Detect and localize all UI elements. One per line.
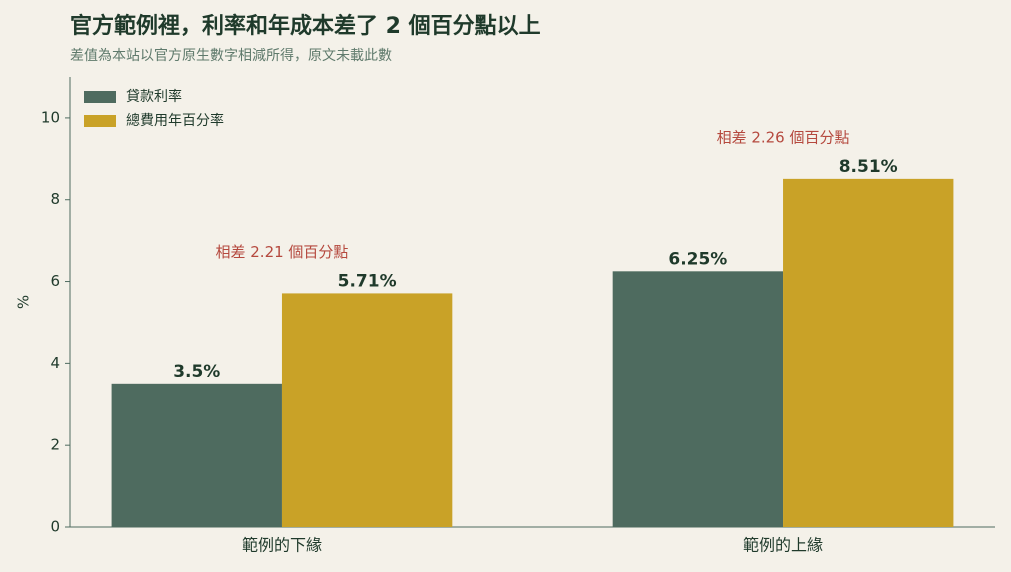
value-label: 3.5% [173, 362, 220, 382]
chart-subtitle: 差值為本站以官方原生數字相減所得，原文未載此數 [70, 47, 392, 64]
legend-swatch [84, 115, 116, 127]
x-tick-label: 範例的下緣 [242, 536, 322, 555]
value-label: 5.71% [338, 271, 397, 291]
y-tick-label: 8 [50, 190, 60, 208]
legend-label: 總費用年百分率 [126, 112, 224, 129]
bar [111, 383, 282, 527]
chart-title: 官方範例裡，利率和年成本差了 2 個百分點以上 [70, 13, 541, 39]
value-label: 8.51% [839, 157, 898, 177]
y-axis-label: % [15, 295, 33, 309]
legend-label: 貸款利率 [126, 88, 182, 105]
y-tick-label: 2 [50, 436, 60, 454]
annotation: 相差 2.26 個百分點 [717, 128, 850, 146]
y-tick-label: 4 [50, 354, 60, 372]
bar [783, 178, 954, 527]
x-tick-label: 範例的上緣 [743, 536, 823, 555]
value-label: 6.25% [668, 249, 727, 269]
y-tick-label: 6 [50, 272, 60, 290]
annotation: 相差 2.21 個百分點 [215, 243, 348, 261]
bar [281, 293, 453, 527]
bar [612, 271, 784, 527]
legend-swatch [84, 91, 116, 103]
y-tick-label: 0 [50, 518, 60, 536]
y-tick-label: 10 [41, 108, 60, 126]
